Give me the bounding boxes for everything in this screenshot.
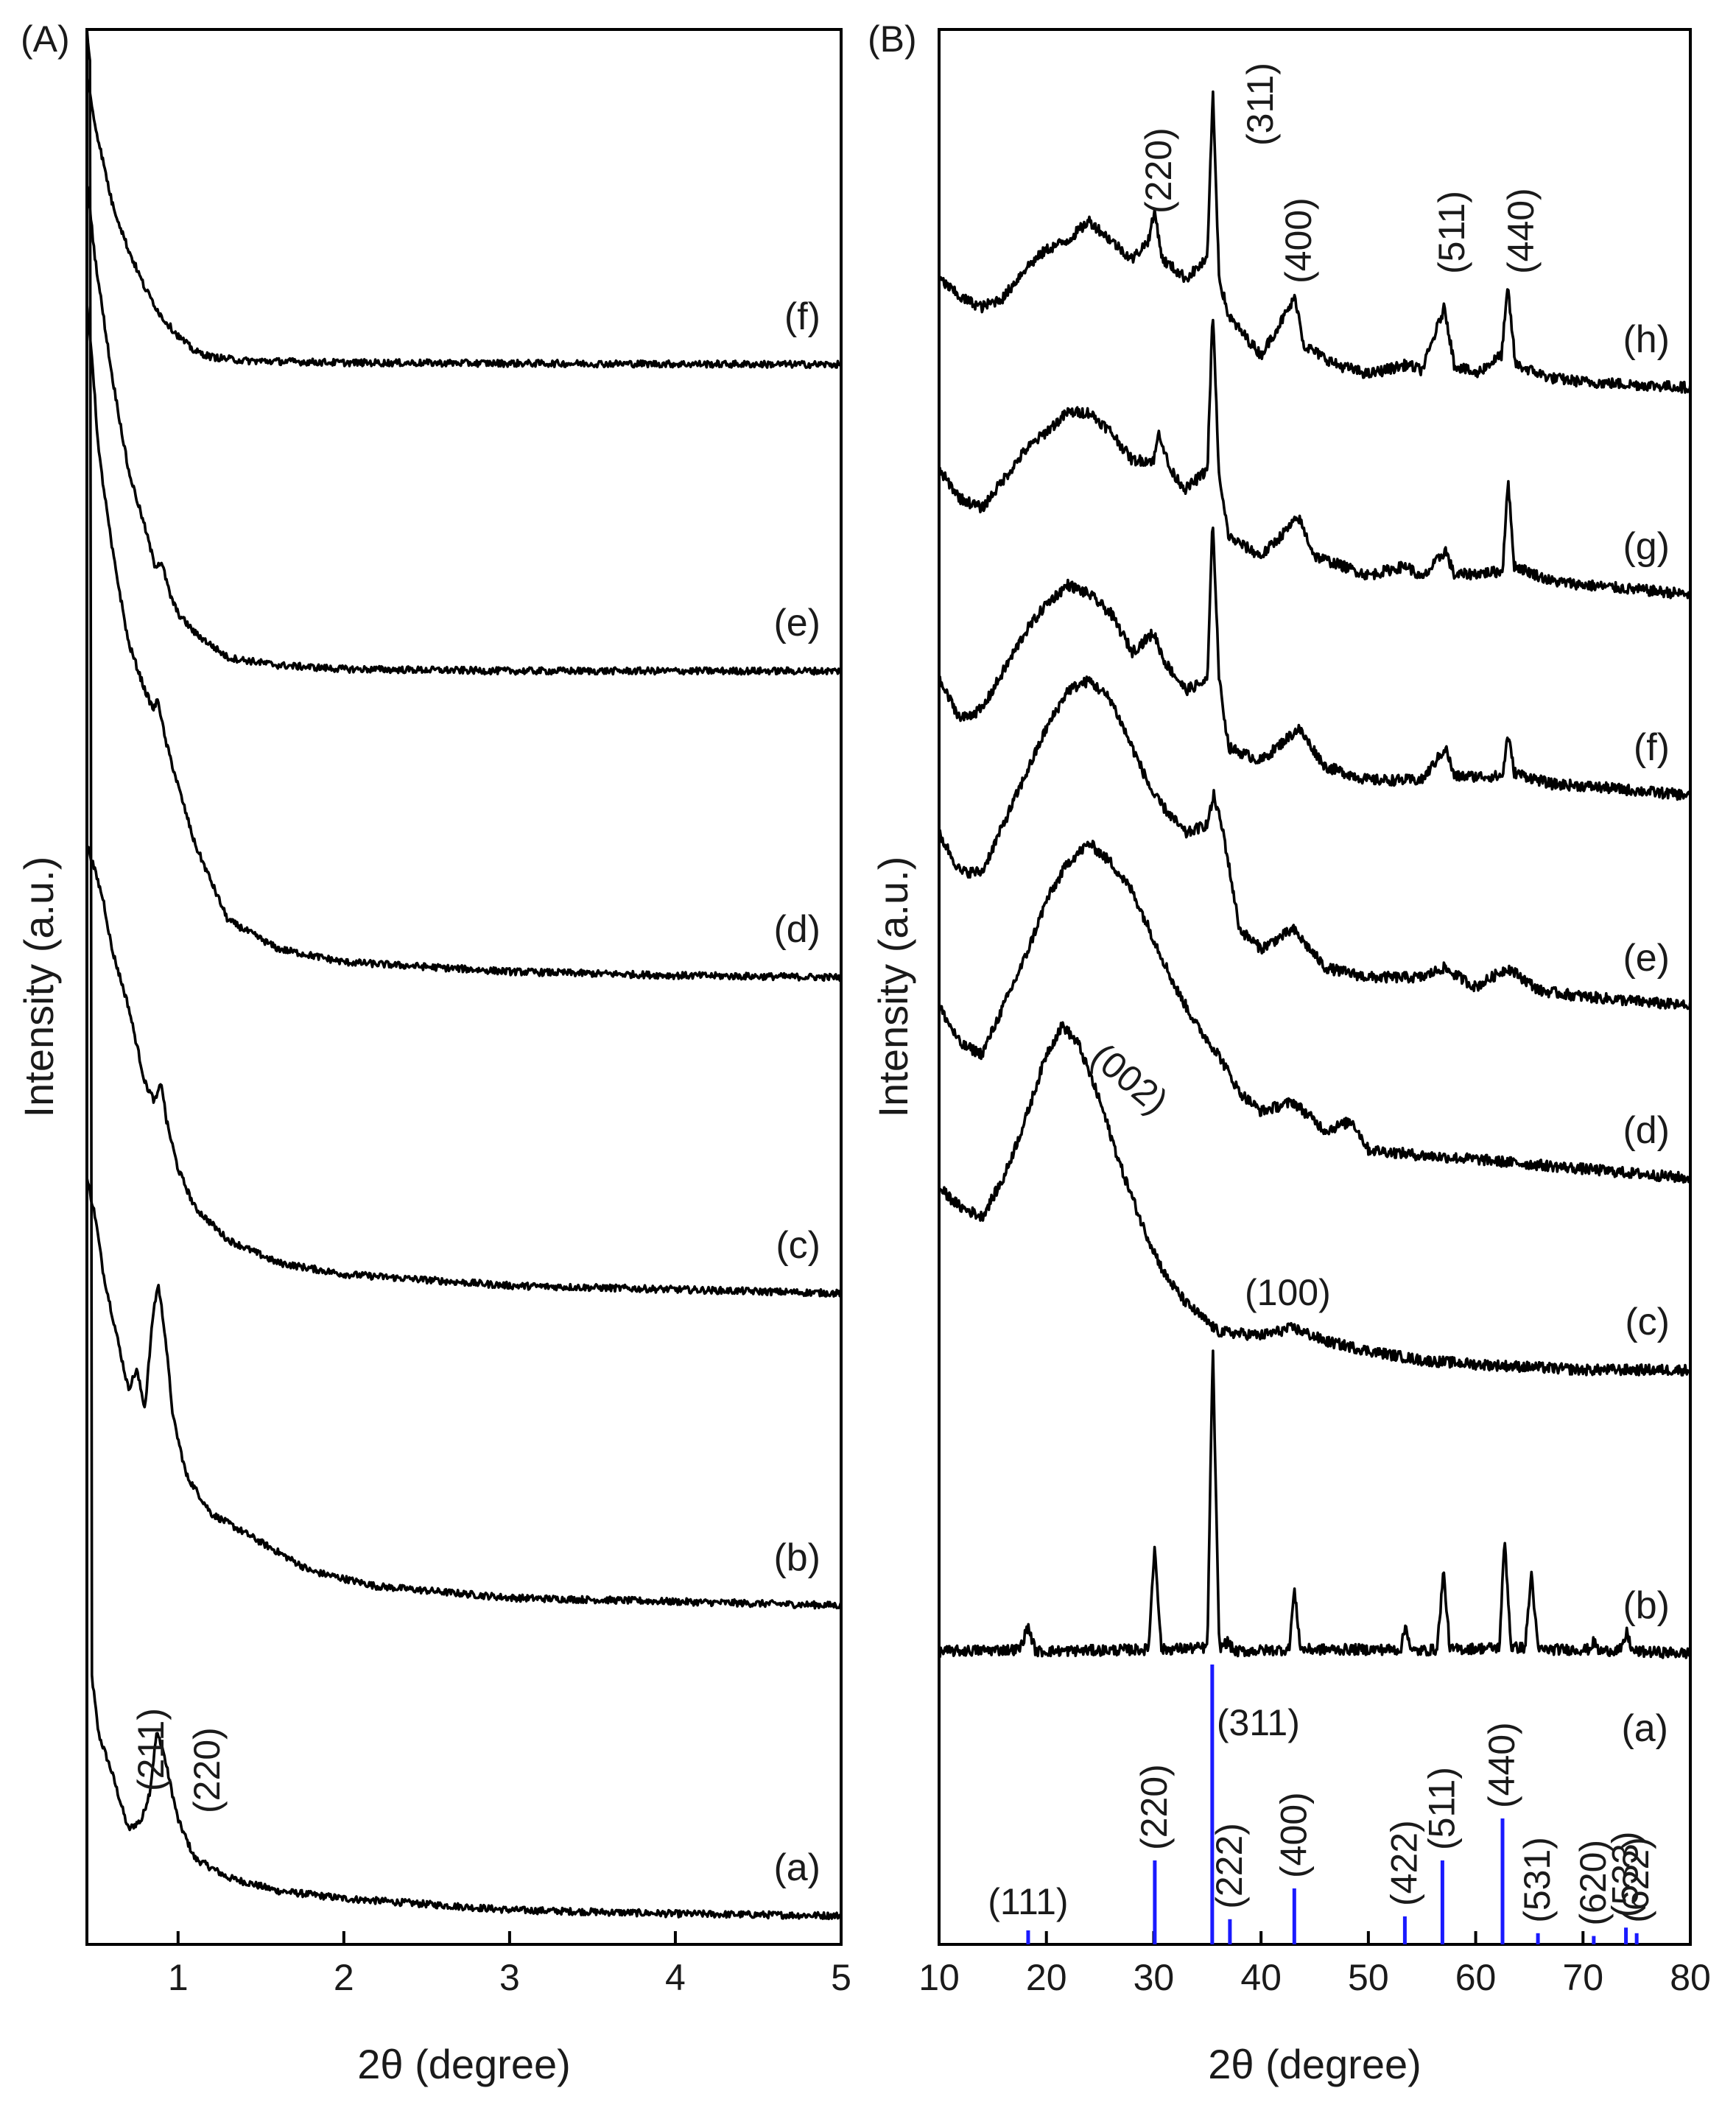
panel-b-label: (B) — [868, 18, 917, 60]
x-tick-label: 1 — [168, 1957, 189, 1998]
series-label-e: (e) — [773, 602, 820, 644]
reference-bar-label: (222) — [1209, 1823, 1250, 1909]
panel-a-x-tick-labels: 1 2 3 4 5 — [168, 1957, 851, 1998]
panel-a-y-axis-title: Intensity (a.u.) — [15, 857, 62, 1118]
panel-a-x-axis-title: 2θ (degree) — [357, 2041, 571, 2087]
series-line-c — [938, 1021, 1691, 1377]
series-line-d — [85, 303, 843, 983]
x-tick-label: 30 — [1134, 1957, 1175, 1998]
panel-a-annotation-220: (220) — [186, 1727, 228, 1813]
reference-bar-label: (400) — [1273, 1792, 1314, 1878]
panel-b-reference-label: (a) — [1621, 1707, 1668, 1750]
series-label-f: (f) — [784, 295, 820, 338]
series-label-h: (h) — [1623, 318, 1670, 361]
series-line-h — [938, 90, 1692, 394]
series-label-d: (d) — [773, 908, 820, 951]
series-label-b: (b) — [773, 1536, 820, 1579]
panel-b-annotation-220: (220) — [1138, 127, 1179, 214]
x-tick-label: 4 — [665, 1957, 686, 1998]
panel-a-label: (A) — [21, 18, 70, 60]
series-label-c: (c) — [1625, 1301, 1670, 1343]
reference-bar-label: (311) — [1217, 1702, 1300, 1743]
x-tick-label: 20 — [1026, 1957, 1067, 1998]
panel-b-annotation-400: (400) — [1278, 197, 1319, 284]
panel-b-x-tick-labels: 10 20 30 40 50 60 70 80 — [918, 1957, 1711, 1998]
panel-b-reference-labels: (111) (220) (311) (222) (400) (422)(511) (440)… — [988, 1702, 1656, 1926]
x-tick-label: 60 — [1455, 1957, 1497, 1998]
reference-bar-label: (220) — [1134, 1764, 1175, 1850]
series-line-d — [938, 840, 1692, 1184]
panel-b-annotation-311: (311) — [1240, 63, 1281, 146]
series-label-e: (e) — [1623, 937, 1670, 980]
series-line-g — [938, 318, 1692, 600]
series-label-g: (g) — [1623, 525, 1670, 568]
series-label-a: (a) — [773, 1846, 820, 1889]
reference-bar-label: (111) — [988, 1881, 1068, 1922]
panel-b-annotation-440: (440) — [1500, 188, 1542, 274]
reference-bar-label: (531) — [1517, 1837, 1558, 1923]
series-label-b: (b) — [1623, 1584, 1670, 1627]
x-tick-label: 70 — [1562, 1957, 1603, 1998]
x-tick-label: 10 — [918, 1957, 960, 1998]
series-line-a — [85, 28, 843, 1921]
reference-bar-label: (440) — [1481, 1722, 1522, 1808]
panel-b-y-axis-title: Intensity (a.u.) — [870, 857, 916, 1118]
series-line-f — [85, 77, 842, 370]
panel-b-reference-bars — [1026, 1665, 1639, 1944]
series-line-e — [85, 185, 843, 676]
x-tick-label: 50 — [1348, 1957, 1389, 1998]
x-tick-label: 80 — [1670, 1957, 1711, 1998]
x-tick-label: 40 — [1240, 1957, 1282, 1998]
series-line-c — [85, 844, 843, 1298]
panel-a-series-labels: (a) (b) (c) (d) (e) (f) — [773, 295, 820, 1889]
panel-b-x-axis-title: 2θ (degree) — [1208, 2041, 1422, 2087]
panel-b-series — [938, 90, 1692, 1659]
series-line-b — [85, 1177, 843, 1610]
reference-bar-label: (622) — [1615, 1837, 1656, 1923]
panel-a-annotation-211: (211) — [130, 1708, 172, 1791]
reference-bar-label: (511) — [1421, 1767, 1462, 1850]
panel-b-annotation-002: (002) — [1083, 1036, 1176, 1122]
panel-a: (A) 1 2 3 4 5 (a) (b) (c) (d) (e) (f) 2θ (degree)… — [15, 18, 851, 2087]
panel-b-annotation-511: (511) — [1431, 191, 1472, 274]
series-label-c: (c) — [776, 1224, 820, 1267]
series-line-f — [938, 526, 1692, 801]
panel-b-x-ticks — [938, 1931, 1692, 1944]
panel-b: (B) 10 20 30 40 50 60 70 80 (111) (220) (311) (222… — [868, 18, 1711, 2087]
series-line-b — [938, 1349, 1692, 1659]
panel-b-annotation-100: (100) — [1245, 1272, 1331, 1313]
panel-a-series — [85, 28, 843, 1921]
panel-b-plot-frame — [938, 28, 1692, 1946]
x-tick-label: 3 — [499, 1957, 520, 1998]
reference-bar-label: (533) — [1605, 1831, 1646, 1917]
series-line-e — [938, 675, 1692, 1010]
series-label-f: (f) — [1634, 726, 1670, 769]
x-tick-label: 2 — [334, 1957, 354, 1998]
panel-b-series-labels: (b) (c) (d) (e) (f) (g) (h) — [1623, 318, 1670, 1627]
x-tick-label: 5 — [831, 1957, 851, 1998]
reference-bar-label: (422) — [1383, 1820, 1424, 1906]
reference-bar-label: (620) — [1572, 1840, 1614, 1926]
panel-a-plot-frame — [85, 28, 843, 1946]
panel-a-x-ticks — [176, 1931, 843, 1944]
series-label-d: (d) — [1623, 1109, 1670, 1152]
